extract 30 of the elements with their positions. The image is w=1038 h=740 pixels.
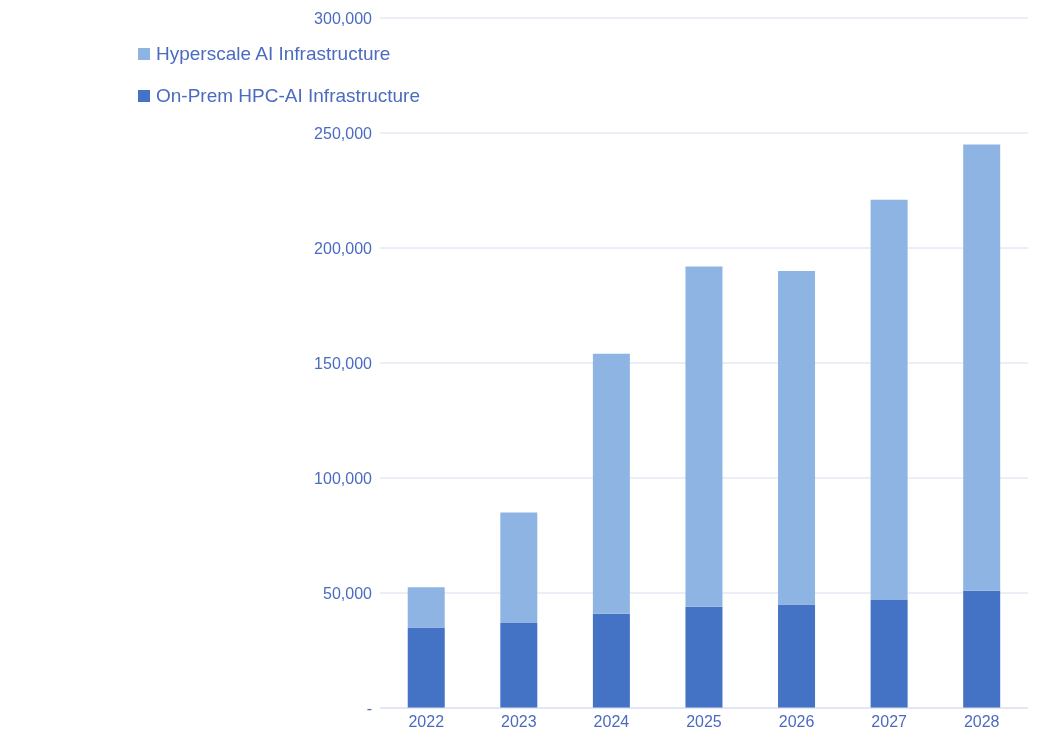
- bar: [870, 199, 908, 600]
- x-tick-label: 2024: [593, 713, 630, 731]
- bar: [778, 604, 816, 708]
- bar: [963, 590, 1001, 708]
- bar: [592, 613, 630, 708]
- bar: [685, 266, 723, 607]
- x-tick-label: 2023: [501, 713, 537, 731]
- bar: [407, 587, 445, 628]
- x-tick-label: 2026: [778, 713, 815, 731]
- bar: [685, 606, 723, 708]
- bar: [778, 271, 816, 605]
- x-tick-label: 2022: [408, 713, 445, 731]
- y-tick-label: 250,000: [314, 124, 373, 142]
- y-tick-label: 300,000: [314, 9, 373, 27]
- y-tick-label: -: [366, 699, 372, 717]
- bar: [870, 599, 908, 708]
- x-tick-label: 2025: [686, 713, 722, 731]
- y-tick-label: 200,000: [314, 239, 373, 257]
- y-tick-label: 50,000: [323, 584, 373, 602]
- legend-label: Hyperscale AI Infrastructure: [156, 43, 391, 65]
- bar: [500, 512, 538, 623]
- bar: [963, 144, 1001, 591]
- x-tick-label: 2028: [963, 713, 1000, 731]
- bar: [500, 622, 538, 708]
- bar: [592, 353, 630, 614]
- bar: [407, 627, 445, 708]
- legend-label: On-Prem HPC-AI Infrastructure: [156, 85, 420, 107]
- x-tick-label: 2027: [871, 713, 908, 731]
- y-tick-label: 100,000: [314, 469, 373, 487]
- y-tick-label: 150,000: [314, 354, 373, 372]
